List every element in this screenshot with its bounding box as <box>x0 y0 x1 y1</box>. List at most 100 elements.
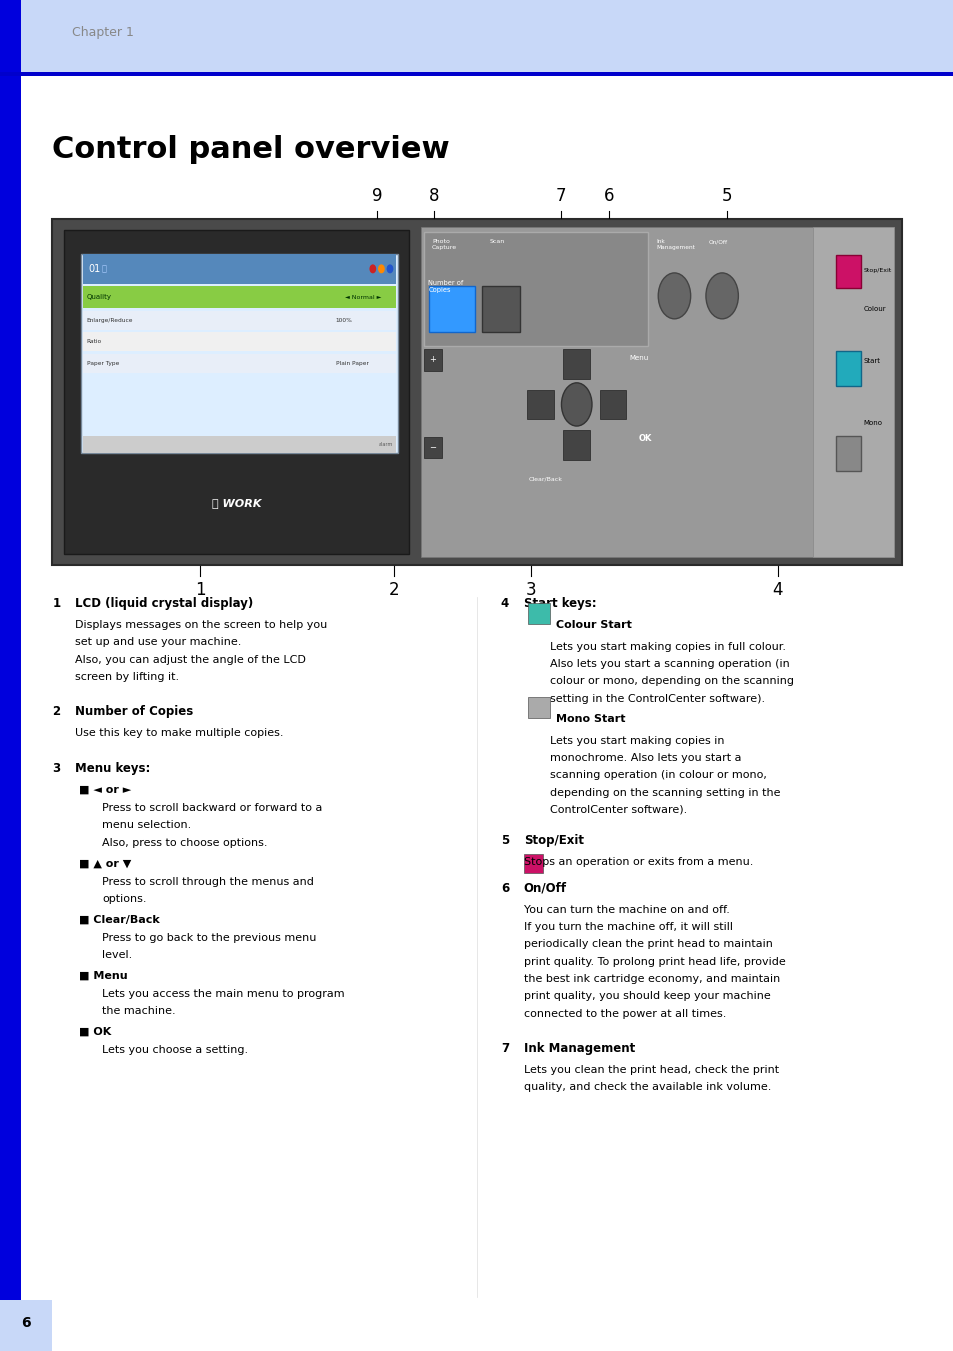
Text: the machine.: the machine. <box>102 1006 175 1016</box>
Circle shape <box>378 265 384 273</box>
Text: 7: 7 <box>555 188 566 205</box>
Text: 01: 01 <box>89 263 101 274</box>
Text: ControlCenter software).: ControlCenter software). <box>550 805 687 815</box>
Bar <box>429 286 475 332</box>
Text: ■ ▲ or ▼: ■ ▲ or ▼ <box>79 858 132 869</box>
Text: 1: 1 <box>194 581 206 598</box>
Text: set up and use your machine.: set up and use your machine. <box>75 638 241 647</box>
Text: setting in the ControlCenter software).: setting in the ControlCenter software). <box>550 693 764 704</box>
Text: 6: 6 <box>21 1316 31 1329</box>
Text: Photo
Capture: Photo Capture <box>432 239 456 250</box>
Text: Ratio: Ratio <box>87 339 102 345</box>
Text: ■ OK: ■ OK <box>79 1027 112 1036</box>
Text: 5: 5 <box>720 188 732 205</box>
Text: Also, press to choose options.: Also, press to choose options. <box>102 838 267 848</box>
Bar <box>64 230 409 554</box>
Text: monochrome. Also lets you start a: monochrome. Also lets you start a <box>550 753 741 763</box>
Text: screen by lifting it.: screen by lifting it. <box>75 671 179 682</box>
Text: periodically clean the print head to maintain: periodically clean the print head to mai… <box>523 939 772 950</box>
Text: If you turn the machine off, it will still: If you turn the machine off, it will sti… <box>523 923 732 932</box>
Text: 3: 3 <box>525 581 537 598</box>
Text: Start: Start <box>862 358 880 363</box>
Text: Mono Start: Mono Start <box>556 715 625 724</box>
Text: Stops an operation or exits from a menu.: Stops an operation or exits from a menu. <box>523 857 752 866</box>
Text: scanning operation (in colour or mono,: scanning operation (in colour or mono, <box>550 770 766 781</box>
Text: Clear/Back: Clear/Back <box>529 477 562 481</box>
Text: alarm: alarm <box>378 442 393 447</box>
Bar <box>424 436 441 458</box>
Text: Lets you choose a setting.: Lets you choose a setting. <box>102 1044 248 1055</box>
Text: 9: 9 <box>371 188 382 205</box>
Text: Plain Paper: Plain Paper <box>335 361 368 366</box>
Bar <box>527 603 550 624</box>
Text: LCD (liquid crystal display): LCD (liquid crystal display) <box>75 597 253 611</box>
Text: 8: 8 <box>428 188 439 205</box>
Text: colour or mono, depending on the scanning: colour or mono, depending on the scannin… <box>550 677 794 686</box>
Text: Menu: Menu <box>629 355 648 361</box>
Bar <box>0 1300 52 1351</box>
Text: 6: 6 <box>602 188 614 205</box>
Text: quality, and check the available ink volume.: quality, and check the available ink vol… <box>523 1082 770 1093</box>
Text: Number of Copies: Number of Copies <box>75 705 193 719</box>
Bar <box>83 254 395 284</box>
Bar <box>0 76 21 1300</box>
Text: You can turn the machine on and off.: You can turn the machine on and off. <box>523 905 729 915</box>
Text: 2: 2 <box>52 705 61 719</box>
Bar <box>424 349 441 370</box>
Text: Lets you start making copies in: Lets you start making copies in <box>550 736 724 746</box>
Text: Mono: Mono <box>862 420 882 426</box>
Circle shape <box>705 273 738 319</box>
Text: 4: 4 <box>771 581 782 598</box>
Text: On/Off: On/Off <box>708 239 727 245</box>
Text: 6: 6 <box>500 882 509 894</box>
Text: Press to go back to the previous menu: Press to go back to the previous menu <box>102 932 316 943</box>
Text: ⎙: ⎙ <box>102 265 107 273</box>
Bar <box>481 286 519 332</box>
Text: 7: 7 <box>500 1042 509 1055</box>
Text: Also lets you start a scanning operation (in: Also lets you start a scanning operation… <box>550 659 789 669</box>
Text: Paper Type: Paper Type <box>87 361 119 366</box>
Bar <box>835 255 860 288</box>
Text: 5: 5 <box>500 834 509 847</box>
Text: Colour: Colour <box>862 307 885 312</box>
Text: 3: 3 <box>52 762 61 775</box>
Circle shape <box>387 265 393 273</box>
Bar <box>424 232 647 346</box>
Text: connected to the power at all times.: connected to the power at all times. <box>523 1009 725 1019</box>
Text: the best ink cartridge economy, and maintain: the best ink cartridge economy, and main… <box>523 974 780 984</box>
Text: Use this key to make multiple copies.: Use this key to make multiple copies. <box>75 728 284 739</box>
Text: OK: OK <box>639 434 652 443</box>
Bar <box>599 389 626 419</box>
Text: 2: 2 <box>388 581 399 598</box>
Text: Ink
Management: Ink Management <box>656 239 695 250</box>
Bar <box>563 430 590 459</box>
Text: print quality, you should keep your machine: print quality, you should keep your mach… <box>523 992 770 1001</box>
Bar <box>0 0 21 72</box>
Text: options.: options. <box>102 894 147 904</box>
Text: Number of
Copies: Number of Copies <box>428 281 463 293</box>
Bar <box>563 349 590 378</box>
Text: On/Off: On/Off <box>523 882 566 894</box>
Text: Ink Management: Ink Management <box>523 1042 635 1055</box>
Text: 4: 4 <box>500 597 509 611</box>
Text: Quality: Quality <box>87 295 112 300</box>
Text: Colour Start: Colour Start <box>556 620 632 630</box>
Text: Ⓝ WORK: Ⓝ WORK <box>212 497 261 508</box>
Text: depending on the scanning setting in the: depending on the scanning setting in the <box>550 788 781 797</box>
Bar <box>52 219 901 565</box>
Text: Control panel overview: Control panel overview <box>52 135 450 163</box>
Text: +: + <box>429 355 436 365</box>
Text: Displays messages on the screen to help you: Displays messages on the screen to help … <box>75 620 327 630</box>
Text: print quality. To prolong print head life, provide: print quality. To prolong print head lif… <box>523 957 784 967</box>
Bar <box>420 227 893 557</box>
Text: Scan: Scan <box>489 239 504 245</box>
Text: ■ Clear/Back: ■ Clear/Back <box>79 915 160 924</box>
Bar <box>83 354 395 373</box>
Text: ◄ Normal ►: ◄ Normal ► <box>345 295 381 300</box>
Bar <box>81 254 397 453</box>
Bar <box>527 697 550 719</box>
Text: −: − <box>429 443 436 453</box>
Bar <box>523 854 542 873</box>
Text: Menu keys:: Menu keys: <box>75 762 151 775</box>
Text: Enlarge/Reduce: Enlarge/Reduce <box>87 317 133 323</box>
